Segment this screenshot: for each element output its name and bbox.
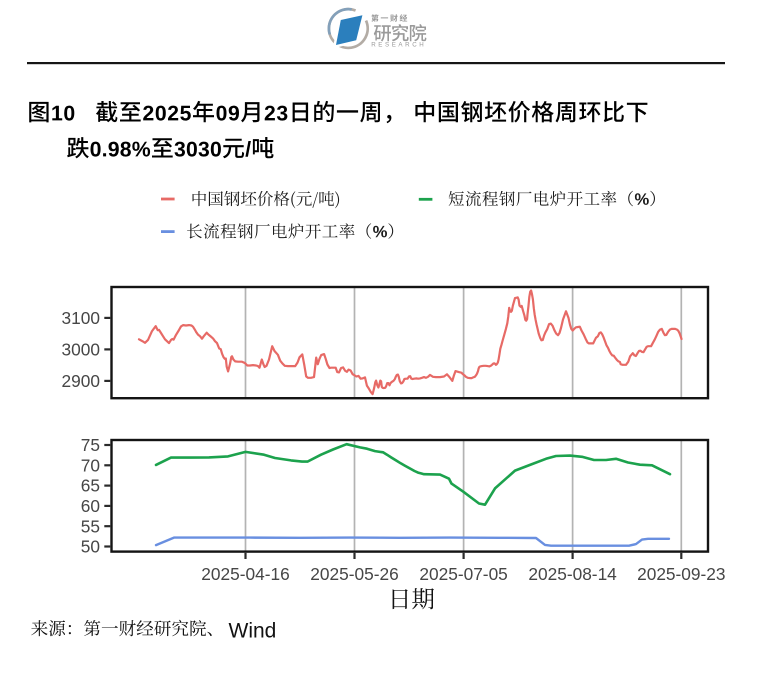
svg-text:55: 55	[81, 516, 100, 536]
svg-text:50: 50	[81, 537, 100, 557]
svg-text:60: 60	[81, 496, 100, 516]
svg-text:2025-05-26: 2025-05-26	[310, 564, 398, 584]
svg-text:3000: 3000	[62, 340, 100, 360]
svg-text:2025-08-14: 2025-08-14	[528, 564, 617, 584]
svg-text:65: 65	[81, 476, 100, 496]
svg-text:3100: 3100	[62, 308, 100, 328]
svg-text:75: 75	[81, 435, 100, 455]
svg-text:2900: 2900	[62, 371, 100, 391]
svg-text:2025-04-16: 2025-04-16	[201, 564, 289, 584]
svg-text:RESEARCH: RESEARCH	[371, 42, 426, 49]
svg-text:70: 70	[81, 455, 100, 475]
svg-text:2025-07-05: 2025-07-05	[419, 564, 507, 584]
svg-text:Wind: Wind	[229, 619, 277, 642]
svg-text:2025-09-23: 2025-09-23	[637, 564, 725, 584]
